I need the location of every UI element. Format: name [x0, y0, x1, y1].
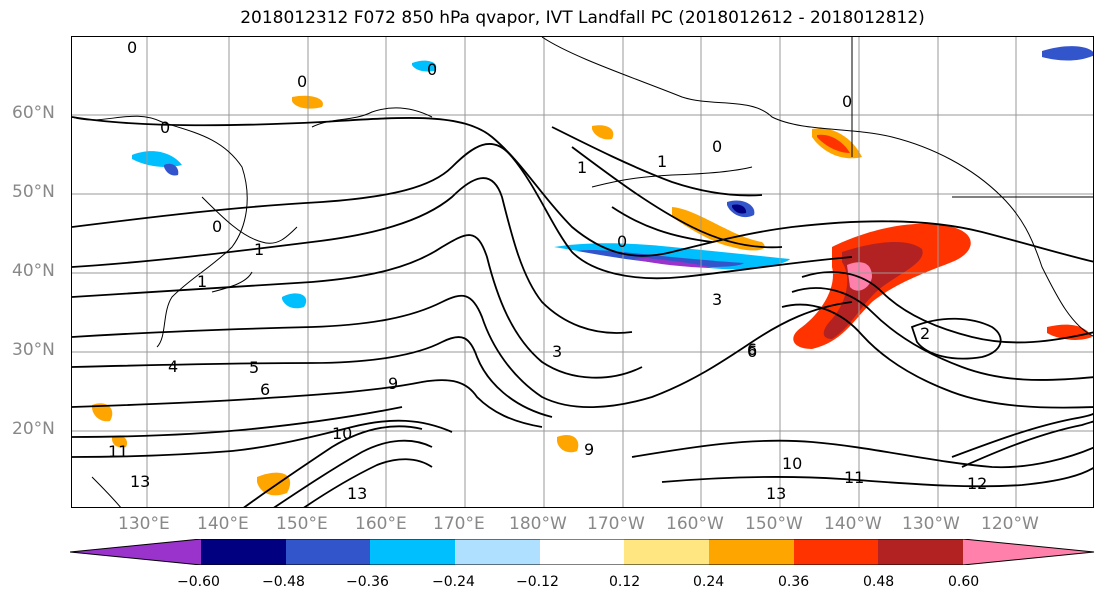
colorbar-cell [370, 539, 455, 565]
lon-label-150w: 150°W [745, 514, 803, 534]
colorbar-outline [70, 539, 1095, 565]
contour-label: 9 [584, 440, 594, 459]
contour-label: 12 [967, 474, 987, 493]
contour-label: 13 [130, 472, 150, 491]
positive-anomaly-north [672, 207, 765, 251]
lon-label-130w: 130°W [902, 514, 960, 534]
contour-label: 4 [168, 357, 178, 376]
colorbar-cell [794, 539, 878, 565]
lon-label-170w: 170°W [587, 514, 645, 534]
lat-label-60n: 60°N [12, 103, 55, 123]
colorbar-cells [70, 539, 1095, 565]
lon-label-160e: 160°E [355, 514, 407, 534]
lon-label-170e: 170°E [433, 514, 485, 534]
colorbar-cell [709, 539, 794, 565]
contour-label: 1 [254, 240, 264, 259]
contour-label: 0 [297, 72, 307, 91]
contour-label: 6 [747, 340, 757, 359]
contour-label-layer: 0 0 0 0 0 0 0 0 1 1 1 1 3 3 4 5 6 6 9 9 … [108, 38, 987, 503]
ivt-contours [72, 116, 1093, 507]
colorbar-tick-label: 0.24 [693, 574, 725, 590]
colorbar-tick-label: 0.36 [778, 574, 810, 590]
colorbar-tick-label: −0.60 [177, 574, 220, 590]
colorbar-tick-label: −0.12 [516, 574, 559, 590]
colorbar-tick-label: −0.24 [432, 574, 475, 590]
contour-label: 10 [782, 454, 802, 473]
colorbar-tick-label: 0.60 [948, 574, 980, 590]
colorbar-cell [286, 539, 370, 565]
negative-anomaly-core [577, 249, 744, 267]
contour-label: 3 [552, 342, 562, 361]
colorbar-cell [963, 539, 1094, 565]
lon-label-140w: 140°W [824, 514, 882, 534]
lon-label-180w: 180°W [509, 514, 567, 534]
lat-label-40n: 40°N [12, 261, 55, 281]
contour-label: 13 [347, 484, 367, 503]
contour-label: 0 [160, 118, 170, 137]
colorbar-cell [201, 539, 286, 565]
colorbar-tick-label: −0.36 [346, 574, 389, 590]
colorbar-tick-label: 0.12 [609, 574, 641, 590]
colorbar-tick-label: −0.48 [262, 574, 305, 590]
contour-label: 1 [657, 152, 667, 171]
lat-label-30n: 30°N [12, 340, 55, 360]
graticule [72, 37, 1093, 507]
lon-label-150e: 150°E [276, 514, 328, 534]
colorbar [70, 539, 1095, 565]
contour-label: 0 [842, 92, 852, 111]
contour-label: 6 [260, 380, 270, 399]
contour-label: 11 [108, 442, 128, 461]
colorbar-cell [455, 539, 540, 565]
contour-label: 0 [712, 137, 722, 156]
contour-label: 6 [747, 342, 757, 361]
contour-label: 0 [617, 232, 627, 251]
lon-label-130e: 130°E [118, 514, 170, 534]
lon-label-120w: 120°W [981, 514, 1039, 534]
lat-label-20n: 20°N [12, 419, 55, 439]
contour-label: 3 [712, 290, 722, 309]
contour-label: 2 [920, 324, 930, 343]
contour-label: 0 [212, 217, 222, 236]
map-title: 2018012312 F072 850 hPa qvapor, IVT Land… [240, 8, 925, 28]
coastlines [72, 37, 1093, 507]
colorbar-cell [70, 539, 201, 565]
contour-label: 0 [127, 38, 137, 57]
lat-label-50n: 50°N [12, 182, 55, 202]
lon-label-160w: 160°W [666, 514, 724, 534]
contour-label: 0 [427, 60, 437, 79]
shaded-field-layer [92, 46, 1093, 496]
negative-anomaly-center [632, 258, 712, 268]
lon-label-140e: 140°E [197, 514, 249, 534]
contour-label: 1 [197, 272, 207, 291]
map-canvas: 0 0 0 0 0 0 0 0 1 1 1 1 3 3 4 5 6 6 9 9 … [72, 37, 1093, 507]
contour-label: 13 [766, 484, 786, 503]
contour-label: 5 [249, 358, 259, 377]
contour-label: 9 [388, 374, 398, 393]
contour-label: 10 [332, 424, 352, 443]
colorbar-cell [624, 539, 709, 565]
colorbar-cell [540, 539, 624, 565]
map-panel: 0 0 0 0 0 0 0 0 1 1 1 1 3 3 4 5 6 6 9 9 … [71, 36, 1094, 508]
colorbar-tick-label: 0.48 [863, 574, 895, 590]
contour-label: 11 [844, 468, 864, 487]
contour-label: 1 [577, 158, 587, 177]
colorbar-cell [878, 539, 963, 565]
